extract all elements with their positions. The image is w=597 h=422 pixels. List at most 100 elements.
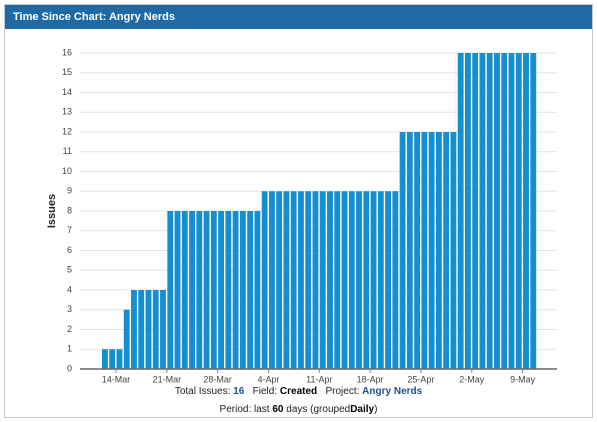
- bar: [479, 53, 486, 369]
- bar: [109, 349, 116, 369]
- bar: [428, 132, 435, 369]
- bar: [131, 290, 137, 369]
- x-tick-label: 9-May: [510, 374, 536, 384]
- bar: [167, 211, 174, 369]
- y-axis-label: Issues: [46, 194, 58, 228]
- bar: [203, 211, 210, 369]
- bar: [377, 191, 384, 369]
- bar: [363, 191, 370, 369]
- period-days: 60: [272, 404, 284, 415]
- bar: [232, 211, 239, 369]
- period-label: Period: last: [219, 404, 270, 415]
- field: Created: [279, 386, 318, 397]
- bar: [435, 132, 442, 369]
- bar: [334, 191, 341, 369]
- bar: [189, 211, 195, 369]
- bar: [290, 191, 297, 369]
- x-tick-label: 21-Mar: [153, 374, 182, 384]
- footer-line-1: Total Issues: 16 Field: Created Project:…: [0, 386, 597, 397]
- project-label: Project:: [325, 386, 360, 397]
- bar: [450, 132, 457, 369]
- y-tick-label: 12: [62, 126, 72, 136]
- y-tick-label: 16: [62, 47, 72, 57]
- bar: [181, 211, 188, 369]
- bar: [370, 191, 377, 369]
- x-tick-label: 14-Mar: [102, 374, 131, 384]
- bar: [247, 211, 254, 369]
- bar: [457, 53, 464, 369]
- project: Angry Nerds: [362, 386, 423, 397]
- bar: [406, 132, 413, 369]
- period-close: ): [374, 404, 378, 415]
- bar: [160, 290, 166, 369]
- y-tick-label: 1: [67, 344, 72, 354]
- bar: [298, 191, 304, 369]
- y-tick-label: 3: [67, 304, 72, 314]
- bar: [392, 191, 399, 369]
- bar: [486, 53, 493, 369]
- x-tick-label: 28-Mar: [203, 374, 232, 384]
- bar: [210, 211, 217, 369]
- total: 16: [233, 386, 245, 397]
- bar: [501, 53, 508, 369]
- y-tick-label: 4: [67, 284, 72, 294]
- y-tick-label: 7: [67, 225, 72, 235]
- bar: [196, 211, 203, 369]
- footer-line-2: Period: last 60 days (groupedDaily): [0, 404, 597, 415]
- bar: [312, 191, 319, 369]
- bar: [152, 290, 159, 369]
- bar: [268, 191, 275, 369]
- y-tick-label: 8: [67, 205, 72, 215]
- bar: [494, 53, 500, 369]
- bar: [515, 53, 522, 369]
- x-tick-label: 11-Apr: [306, 374, 332, 384]
- bar: [174, 211, 181, 369]
- gadget-title: Time Since Chart: Angry Nerds: [5, 5, 592, 29]
- bar: [356, 191, 362, 369]
- field-label: Field:: [252, 386, 278, 397]
- y-tick-label: 15: [62, 67, 72, 77]
- bar: [138, 290, 145, 369]
- bar: [465, 53, 471, 369]
- x-tick-label: 2-May: [459, 374, 485, 384]
- bar: [276, 191, 283, 369]
- bar: [218, 211, 225, 369]
- x-tick-label: 18-Apr: [357, 374, 384, 384]
- bar: [399, 132, 406, 369]
- bar: [472, 53, 479, 369]
- bar: [145, 290, 152, 369]
- period-group: Daily: [350, 404, 375, 415]
- bar: [239, 211, 246, 369]
- bar: [421, 132, 428, 369]
- bar: [254, 211, 261, 369]
- bar: [102, 349, 108, 369]
- bar: [385, 191, 391, 369]
- bar: [508, 53, 515, 369]
- bar: [225, 211, 232, 369]
- y-tick-label: 2: [67, 324, 72, 334]
- y-tick-label: 13: [62, 107, 72, 117]
- total-label: Total Issues:: [174, 386, 231, 397]
- bar: [327, 191, 333, 369]
- y-tick-label: 11: [63, 146, 72, 156]
- bar: [305, 191, 312, 369]
- bar: [341, 191, 348, 369]
- y-tick-label: 6: [67, 245, 72, 255]
- y-tick-label: 14: [62, 87, 72, 97]
- bar: [116, 349, 123, 369]
- y-tick-label: 5: [67, 265, 72, 275]
- x-tick-label: 4-Apr: [257, 374, 279, 384]
- bar: [443, 132, 450, 369]
- bar: [319, 191, 326, 369]
- bar: [414, 132, 421, 369]
- period-unit: days (grouped: [286, 404, 351, 415]
- bar: [123, 309, 130, 369]
- x-tick-label: 25-Apr: [407, 374, 434, 384]
- bar: [283, 191, 290, 369]
- y-tick-label: 9: [67, 186, 72, 196]
- bar: [261, 191, 268, 369]
- gadget: Time Since Chart: Angry Nerds: [4, 4, 593, 418]
- bar: [523, 53, 529, 369]
